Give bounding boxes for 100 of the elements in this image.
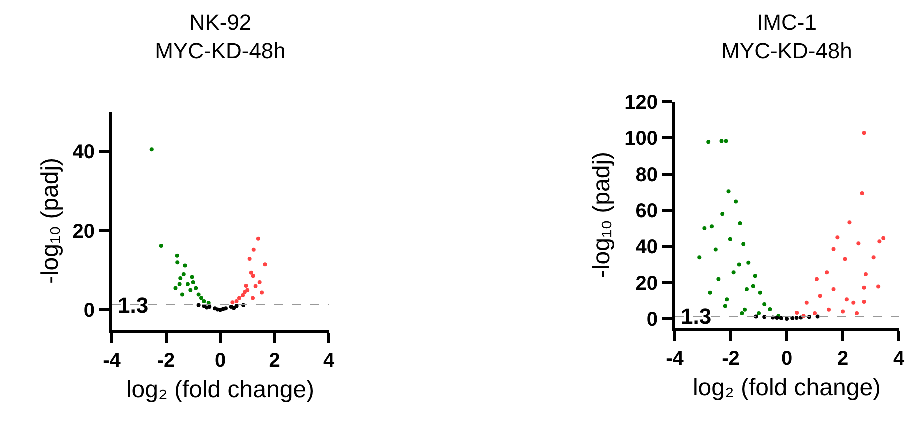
y-tick-label: 100 — [624, 128, 658, 150]
point — [174, 286, 178, 290]
point — [762, 302, 767, 306]
x-axis-title: log₂ (fold change) — [126, 376, 315, 404]
point — [744, 287, 749, 292]
point — [202, 299, 206, 304]
x-tick-label: 4 — [893, 348, 906, 370]
point — [251, 274, 256, 278]
point — [234, 299, 239, 304]
point — [190, 275, 194, 280]
y-tick-label: 20 — [72, 220, 95, 243]
point — [708, 290, 712, 295]
chart-title: IMC-1 MYC-KD-48h — [722, 10, 852, 64]
point — [260, 290, 264, 295]
point — [706, 140, 711, 144]
chart-title: NK-92 MYC-KD-48h — [155, 10, 286, 64]
point — [237, 296, 242, 300]
point — [726, 190, 731, 194]
x-tick-label: -4 — [666, 348, 685, 370]
point — [200, 296, 204, 300]
point — [188, 288, 193, 292]
point — [178, 282, 182, 286]
x-tick-label: 4 — [323, 350, 336, 372]
x-tick-label: 0 — [781, 348, 793, 370]
point — [813, 312, 817, 316]
point — [720, 139, 724, 144]
point — [183, 264, 188, 268]
point — [855, 312, 859, 316]
point — [758, 290, 762, 295]
point — [862, 300, 866, 304]
point — [254, 284, 258, 288]
point — [714, 248, 718, 252]
point — [724, 139, 728, 144]
point — [832, 247, 836, 252]
point — [779, 316, 784, 320]
point — [702, 226, 707, 231]
point — [196, 303, 201, 308]
point — [725, 298, 730, 302]
point — [175, 254, 180, 258]
x-tick-label: 2 — [269, 350, 280, 372]
point — [785, 316, 789, 321]
point — [841, 310, 845, 314]
point — [751, 284, 756, 288]
point — [757, 312, 761, 316]
point — [221, 307, 226, 312]
y-tick-label: 40 — [72, 142, 95, 164]
point — [795, 310, 800, 315]
point — [242, 290, 247, 294]
x-tick-label: 0 — [214, 350, 226, 372]
point — [244, 284, 248, 288]
ref-line-label: 1.3 — [681, 304, 712, 329]
point — [204, 306, 209, 310]
point — [825, 270, 830, 275]
y-axis-title: -log₁₀ (padj) — [588, 152, 616, 278]
point — [720, 212, 725, 216]
point — [194, 286, 198, 290]
point — [848, 220, 852, 225]
x-tick-label: -2 — [157, 350, 176, 372]
x-tick-label: -2 — [722, 348, 740, 370]
point — [743, 308, 747, 312]
point — [856, 242, 861, 246]
point — [862, 286, 866, 290]
point — [734, 200, 738, 204]
point — [852, 300, 856, 305]
point — [876, 284, 881, 289]
point — [176, 260, 180, 265]
point — [738, 222, 742, 226]
y-tick-label: 0 — [84, 300, 95, 322]
point — [827, 308, 831, 312]
point — [710, 224, 714, 229]
point — [698, 256, 702, 260]
point — [732, 270, 736, 275]
point — [804, 300, 809, 305]
point — [232, 306, 236, 310]
y-tick-label: 80 — [636, 164, 658, 186]
point — [816, 314, 820, 319]
point — [230, 300, 235, 305]
point — [196, 292, 201, 297]
y-tick-label: 120 — [624, 92, 658, 114]
point — [256, 236, 260, 241]
point — [864, 272, 868, 276]
point — [249, 270, 254, 275]
point — [159, 244, 164, 248]
point — [862, 131, 866, 136]
point — [814, 277, 819, 282]
point — [186, 282, 190, 286]
point — [818, 294, 822, 298]
point — [742, 242, 746, 246]
point — [878, 240, 882, 244]
point — [723, 304, 728, 308]
y-axis-title: -log₁₀ (padj) — [36, 158, 64, 284]
point — [248, 257, 252, 262]
point — [178, 276, 183, 280]
y-tick-label: 60 — [636, 200, 658, 222]
point — [753, 274, 758, 278]
x-tick-label: 2 — [837, 348, 849, 370]
x-tick-label: -4 — [103, 350, 122, 372]
y-tick-label: 20 — [636, 272, 658, 295]
point — [251, 296, 256, 300]
point — [746, 260, 751, 265]
